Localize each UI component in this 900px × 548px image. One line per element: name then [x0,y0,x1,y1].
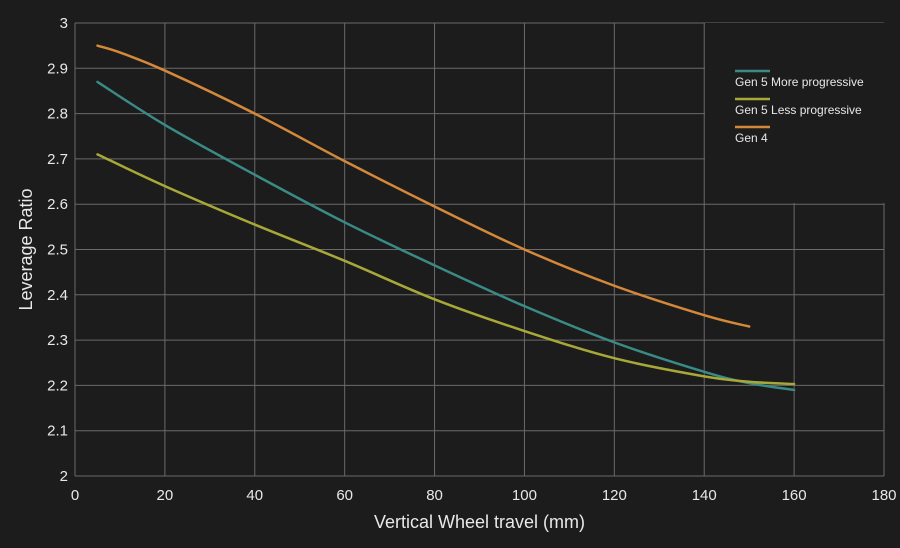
x-tick-label: 20 [157,487,174,504]
y-tick-label: 2.1 [47,423,68,440]
x-tick-label: 40 [246,487,263,504]
grid [74,22,885,477]
y-tick-label: 2.9 [47,60,68,77]
y-tick-label: 2.6 [47,196,68,213]
y-tick-label: 2.3 [47,332,68,349]
legend-label: Gen 5 More progressive [735,75,864,89]
y-axis-label: Leverage Ratio [16,188,36,310]
x-tick-label: 120 [602,487,627,504]
x-axis-label: Vertical Wheel travel (mm) [374,512,585,532]
y-tick-label: 2 [60,468,68,485]
x-tick-label: 140 [692,487,717,504]
x-tick-label: 60 [336,487,353,504]
legend-label: Gen 4 [735,131,768,145]
legend-label: Gen 5 Less progressive [735,103,862,117]
tick-labels: 0 20 40 60 80 100 120 140 160 180 2 2.1 2.2 2.3 2.4 2.5… [47,15,896,504]
x-tick-label: 160 [782,487,807,504]
series-line [96,80,796,392]
series-line [96,153,796,386]
x-tick-label: 0 [71,487,79,504]
y-tick-label: 2.7 [47,151,68,168]
legend-background [705,23,887,203]
series-lines [96,44,796,392]
x-tick-label: 80 [426,487,443,504]
x-tick-label: 180 [871,487,896,504]
y-tick-label: 2.8 [47,106,68,123]
series-line [96,44,751,328]
y-tick-label: 2.5 [47,242,68,259]
x-tick-label: 100 [512,487,537,504]
legend: Gen 5 More progressive Gen 5 Less progres… [735,69,864,145]
y-tick-label: 2.4 [47,287,68,304]
y-tick-label: 2.2 [47,377,68,394]
y-tick-label: 3 [60,15,68,32]
